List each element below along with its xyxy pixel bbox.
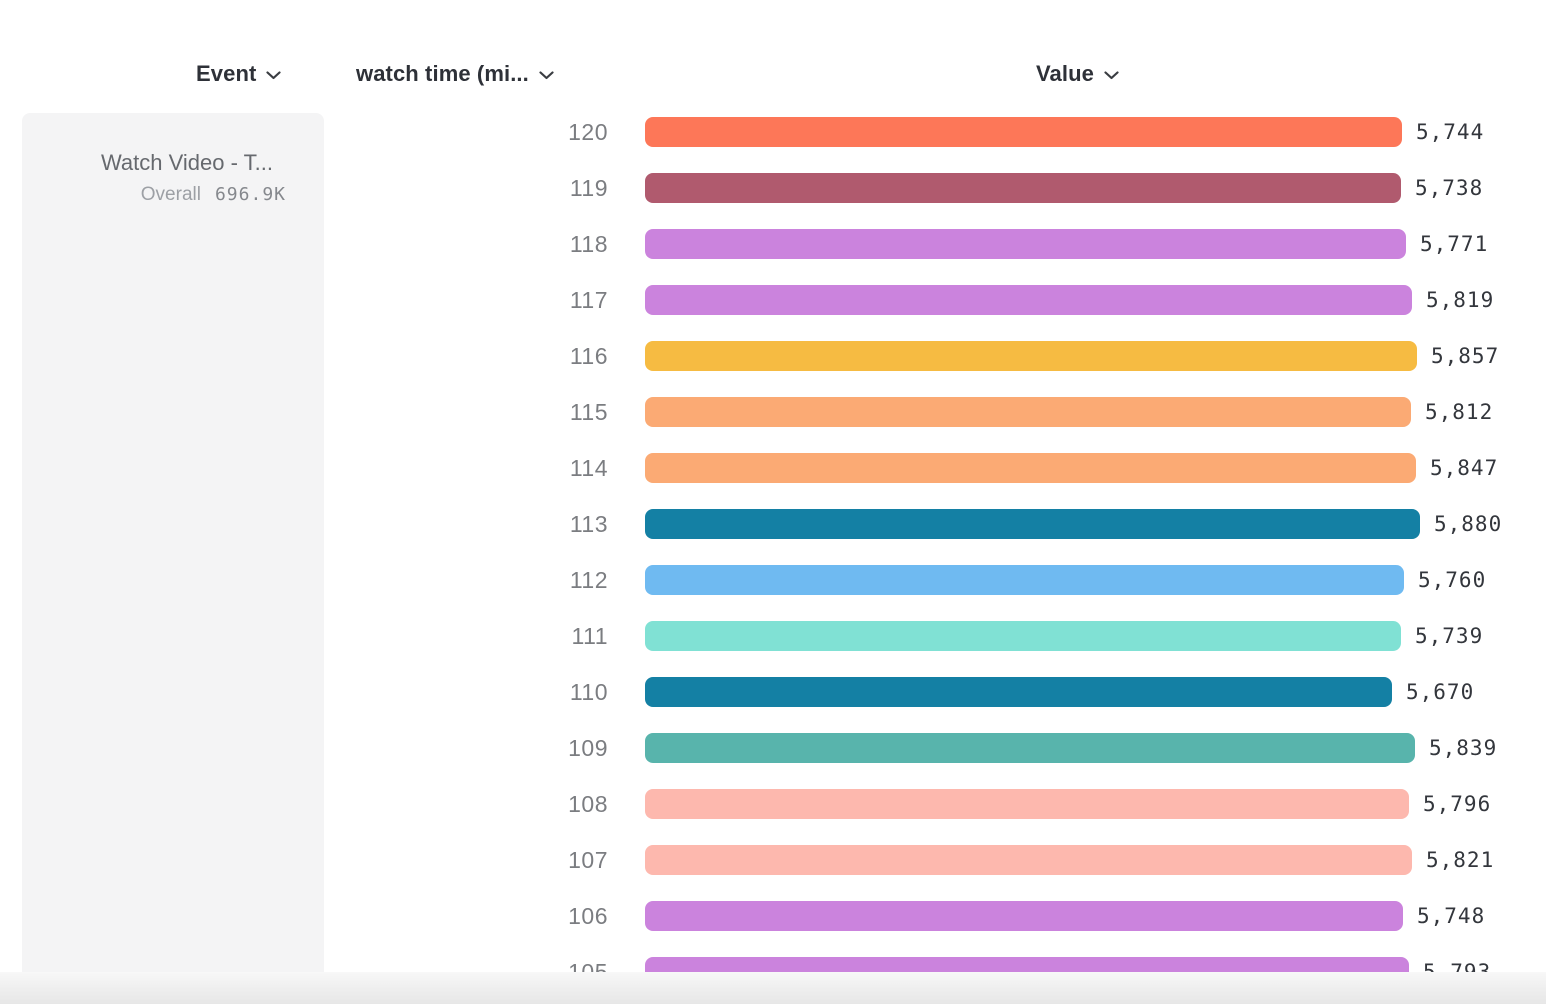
value-label: 5,739 xyxy=(1415,624,1484,648)
bar-segment[interactable] xyxy=(645,677,1392,707)
category-label: 114 xyxy=(569,454,608,481)
event-legend-card[interactable]: Watch Video - T... Overall 696.9K xyxy=(22,113,324,972)
bottom-fade-strip xyxy=(0,972,1546,1004)
value-label: 5,812 xyxy=(1425,400,1494,424)
event-column-label: Event xyxy=(196,61,257,86)
bar-segment[interactable] xyxy=(645,453,1416,483)
category-label: 110 xyxy=(569,678,608,705)
bar-row: 120 5,744 xyxy=(0,104,1546,160)
category-label: 113 xyxy=(569,510,608,537)
bar-row: 113 5,880 xyxy=(0,496,1546,552)
value-label: 5,760 xyxy=(1418,568,1487,592)
bar-segment[interactable] xyxy=(645,229,1406,259)
category-label: 106 xyxy=(568,902,608,929)
value-label: 5,670 xyxy=(1406,680,1475,704)
watch-time-column-header[interactable]: watch time (mi... xyxy=(356,59,554,89)
category-label: 115 xyxy=(569,398,608,425)
category-label: 116 xyxy=(569,342,608,369)
chevron-down-icon xyxy=(1104,71,1119,80)
bar-segment[interactable] xyxy=(645,509,1420,539)
bar-segment[interactable] xyxy=(645,789,1409,819)
segment-total-value: 696.9K xyxy=(214,184,286,205)
bar-row: 108 5,796 xyxy=(0,776,1546,832)
chevron-down-icon xyxy=(266,71,282,80)
value-column-label: Value xyxy=(1036,61,1094,86)
category-label: 117 xyxy=(569,286,608,313)
value-label: 5,847 xyxy=(1430,456,1499,480)
bar-row: 119 5,738 xyxy=(0,160,1546,216)
bar-row: 111 5,739 xyxy=(0,608,1546,664)
watch-time-column-label: watch time (mi... xyxy=(356,61,529,86)
bar-segment[interactable] xyxy=(645,621,1401,651)
category-label: 120 xyxy=(568,118,608,145)
bar-row: 118 5,771 xyxy=(0,216,1546,272)
value-label: 5,771 xyxy=(1420,232,1489,256)
value-column-header[interactable]: Value xyxy=(1036,59,1119,89)
value-label: 5,738 xyxy=(1415,176,1484,200)
bar-segment[interactable] xyxy=(645,285,1412,315)
value-label: 5,819 xyxy=(1426,288,1495,312)
event-title: Watch Video - T... xyxy=(100,150,273,175)
bar-row: 114 5,847 xyxy=(0,440,1546,496)
value-label: 5,796 xyxy=(1423,792,1492,816)
value-label: 5,821 xyxy=(1426,848,1495,872)
category-label: 111 xyxy=(571,622,608,649)
bar-row: 107 5,821 xyxy=(0,832,1546,888)
bar-segment[interactable] xyxy=(645,397,1411,427)
value-label: 5,880 xyxy=(1434,512,1503,536)
category-label: 118 xyxy=(569,230,608,257)
bar-segment[interactable] xyxy=(645,733,1415,763)
bar-segment[interactable] xyxy=(645,845,1412,875)
bar-row: 112 5,760 xyxy=(0,552,1546,608)
category-label: 119 xyxy=(569,174,608,201)
value-label: 5,839 xyxy=(1429,736,1498,760)
bar-segment[interactable] xyxy=(645,173,1401,203)
category-label: 112 xyxy=(569,566,608,593)
value-label: 5,744 xyxy=(1416,120,1485,144)
segment-label: Overall xyxy=(140,184,201,205)
event-column-header[interactable]: Event xyxy=(196,59,282,89)
bar-row: 106 5,748 xyxy=(0,888,1546,944)
category-label: 109 xyxy=(568,734,608,761)
bar-row: 115 5,812 xyxy=(0,384,1546,440)
bar-row: 116 5,857 xyxy=(0,328,1546,384)
bar-segment[interactable] xyxy=(645,117,1402,147)
value-label: 5,857 xyxy=(1431,344,1500,368)
bar-row: 117 5,819 xyxy=(0,272,1546,328)
bar-segment[interactable] xyxy=(645,901,1403,931)
category-label: 107 xyxy=(568,846,608,873)
bar-row: 110 5,670 xyxy=(0,664,1546,720)
event-legend-text: Watch Video - T... Overall 696.9K xyxy=(22,149,286,206)
bar-row: 109 5,839 xyxy=(0,720,1546,776)
value-label: 5,748 xyxy=(1417,904,1486,928)
bar-segment[interactable] xyxy=(645,565,1404,595)
chevron-down-icon xyxy=(539,71,554,80)
bar-segment[interactable] xyxy=(645,341,1417,371)
category-label: 108 xyxy=(568,790,608,817)
